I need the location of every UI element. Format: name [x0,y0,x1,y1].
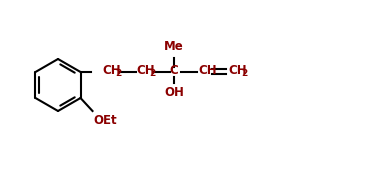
Text: 2: 2 [241,68,247,78]
Text: 2: 2 [115,68,121,78]
Text: OEt: OEt [93,114,117,127]
Text: CH: CH [136,65,154,78]
Text: 2: 2 [149,68,155,78]
Text: CH: CH [102,65,121,78]
Text: Me: Me [164,41,184,54]
Text: CH: CH [228,65,247,78]
Text: OH: OH [164,87,184,100]
Text: C: C [170,65,178,78]
Text: CH: CH [198,65,217,78]
